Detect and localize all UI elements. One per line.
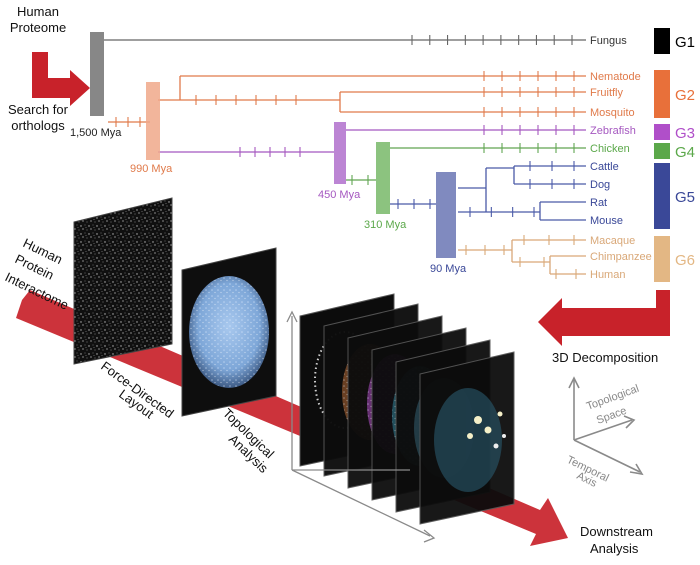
group-g5-label: G5 (675, 189, 695, 206)
label-human-proteome-1: Human (17, 4, 59, 19)
species-mosquito: Mosquito (590, 107, 635, 119)
species-nematode: Nematode (590, 71, 641, 83)
group-g3-block (654, 124, 670, 140)
species-human: Human (590, 269, 625, 281)
label-3d-decomposition: 3D Decomposition (552, 350, 658, 365)
proteome-input-arrow (32, 52, 90, 106)
species-chicken: Chicken (590, 143, 630, 155)
species-dog: Dog (590, 179, 610, 191)
group-g5-block (654, 163, 670, 229)
group-g2-label: G2 (675, 87, 695, 104)
label-310-mya: 310 Mya (364, 219, 407, 231)
species-cattle: Cattle (590, 161, 619, 173)
species-rat: Rat (590, 197, 607, 209)
branch-g3 (158, 129, 586, 153)
node-1500-mya (90, 32, 104, 116)
group-g3-label: G3 (675, 125, 695, 142)
species-fungus: Fungus (590, 35, 627, 47)
stack-axes (286, 310, 436, 543)
axis-legend (568, 376, 644, 476)
group-g4-label: G4 (675, 144, 695, 161)
node-990-mya (146, 82, 160, 160)
label-downstream-2: Analysis (590, 541, 639, 556)
decomposition-arrow (538, 290, 670, 346)
node-450-mya (334, 122, 346, 184)
phylogenetic-tree (104, 35, 586, 279)
label-990-mya: 990 Mya (130, 163, 173, 175)
layer-6 (419, 351, 515, 525)
group-blocks: G1 G2 G3 G4 G5 G6 (654, 28, 695, 282)
label-450-mya: 450 Mya (318, 189, 361, 201)
group-g1-block (654, 28, 670, 54)
group-g6-label: G6 (675, 252, 695, 269)
branch-g4 (346, 147, 586, 181)
group-g4-block (654, 143, 670, 159)
node-310-mya (376, 142, 390, 214)
group-g2-block (654, 70, 670, 118)
species-fruitfly: Fruitfly (590, 87, 624, 99)
label-search-orthologs-1: Search for (8, 102, 69, 117)
interactome-noise-panel (73, 197, 173, 365)
force-directed-sphere-panel (181, 247, 277, 417)
group-g6-block (654, 236, 670, 282)
branch-g5 (390, 165, 586, 221)
label-downstream-1: Downstream (580, 524, 653, 539)
species-chimpanzee: Chimpanzee (590, 251, 652, 263)
label-search-orthologs-2: orthologs (11, 118, 65, 133)
species-macaque: Macaque (590, 235, 635, 247)
label-90-mya: 90 Mya (430, 263, 467, 275)
branch-g6 (458, 239, 586, 275)
branch-g2 (108, 75, 586, 123)
node-90-mya (436, 172, 456, 258)
label-human-proteome-2: Proteome (10, 20, 66, 35)
species-labels: Fungus Nematode Fruitfly Mosquito Zebraf… (590, 35, 652, 281)
decomposition-layer-stack (299, 293, 515, 525)
label-1500-mya: 1,500 Mya (70, 127, 122, 139)
group-g1-label: G1 (675, 34, 695, 51)
species-zebrafish: Zebrafish (590, 125, 636, 137)
species-mouse: Mouse (590, 215, 623, 227)
